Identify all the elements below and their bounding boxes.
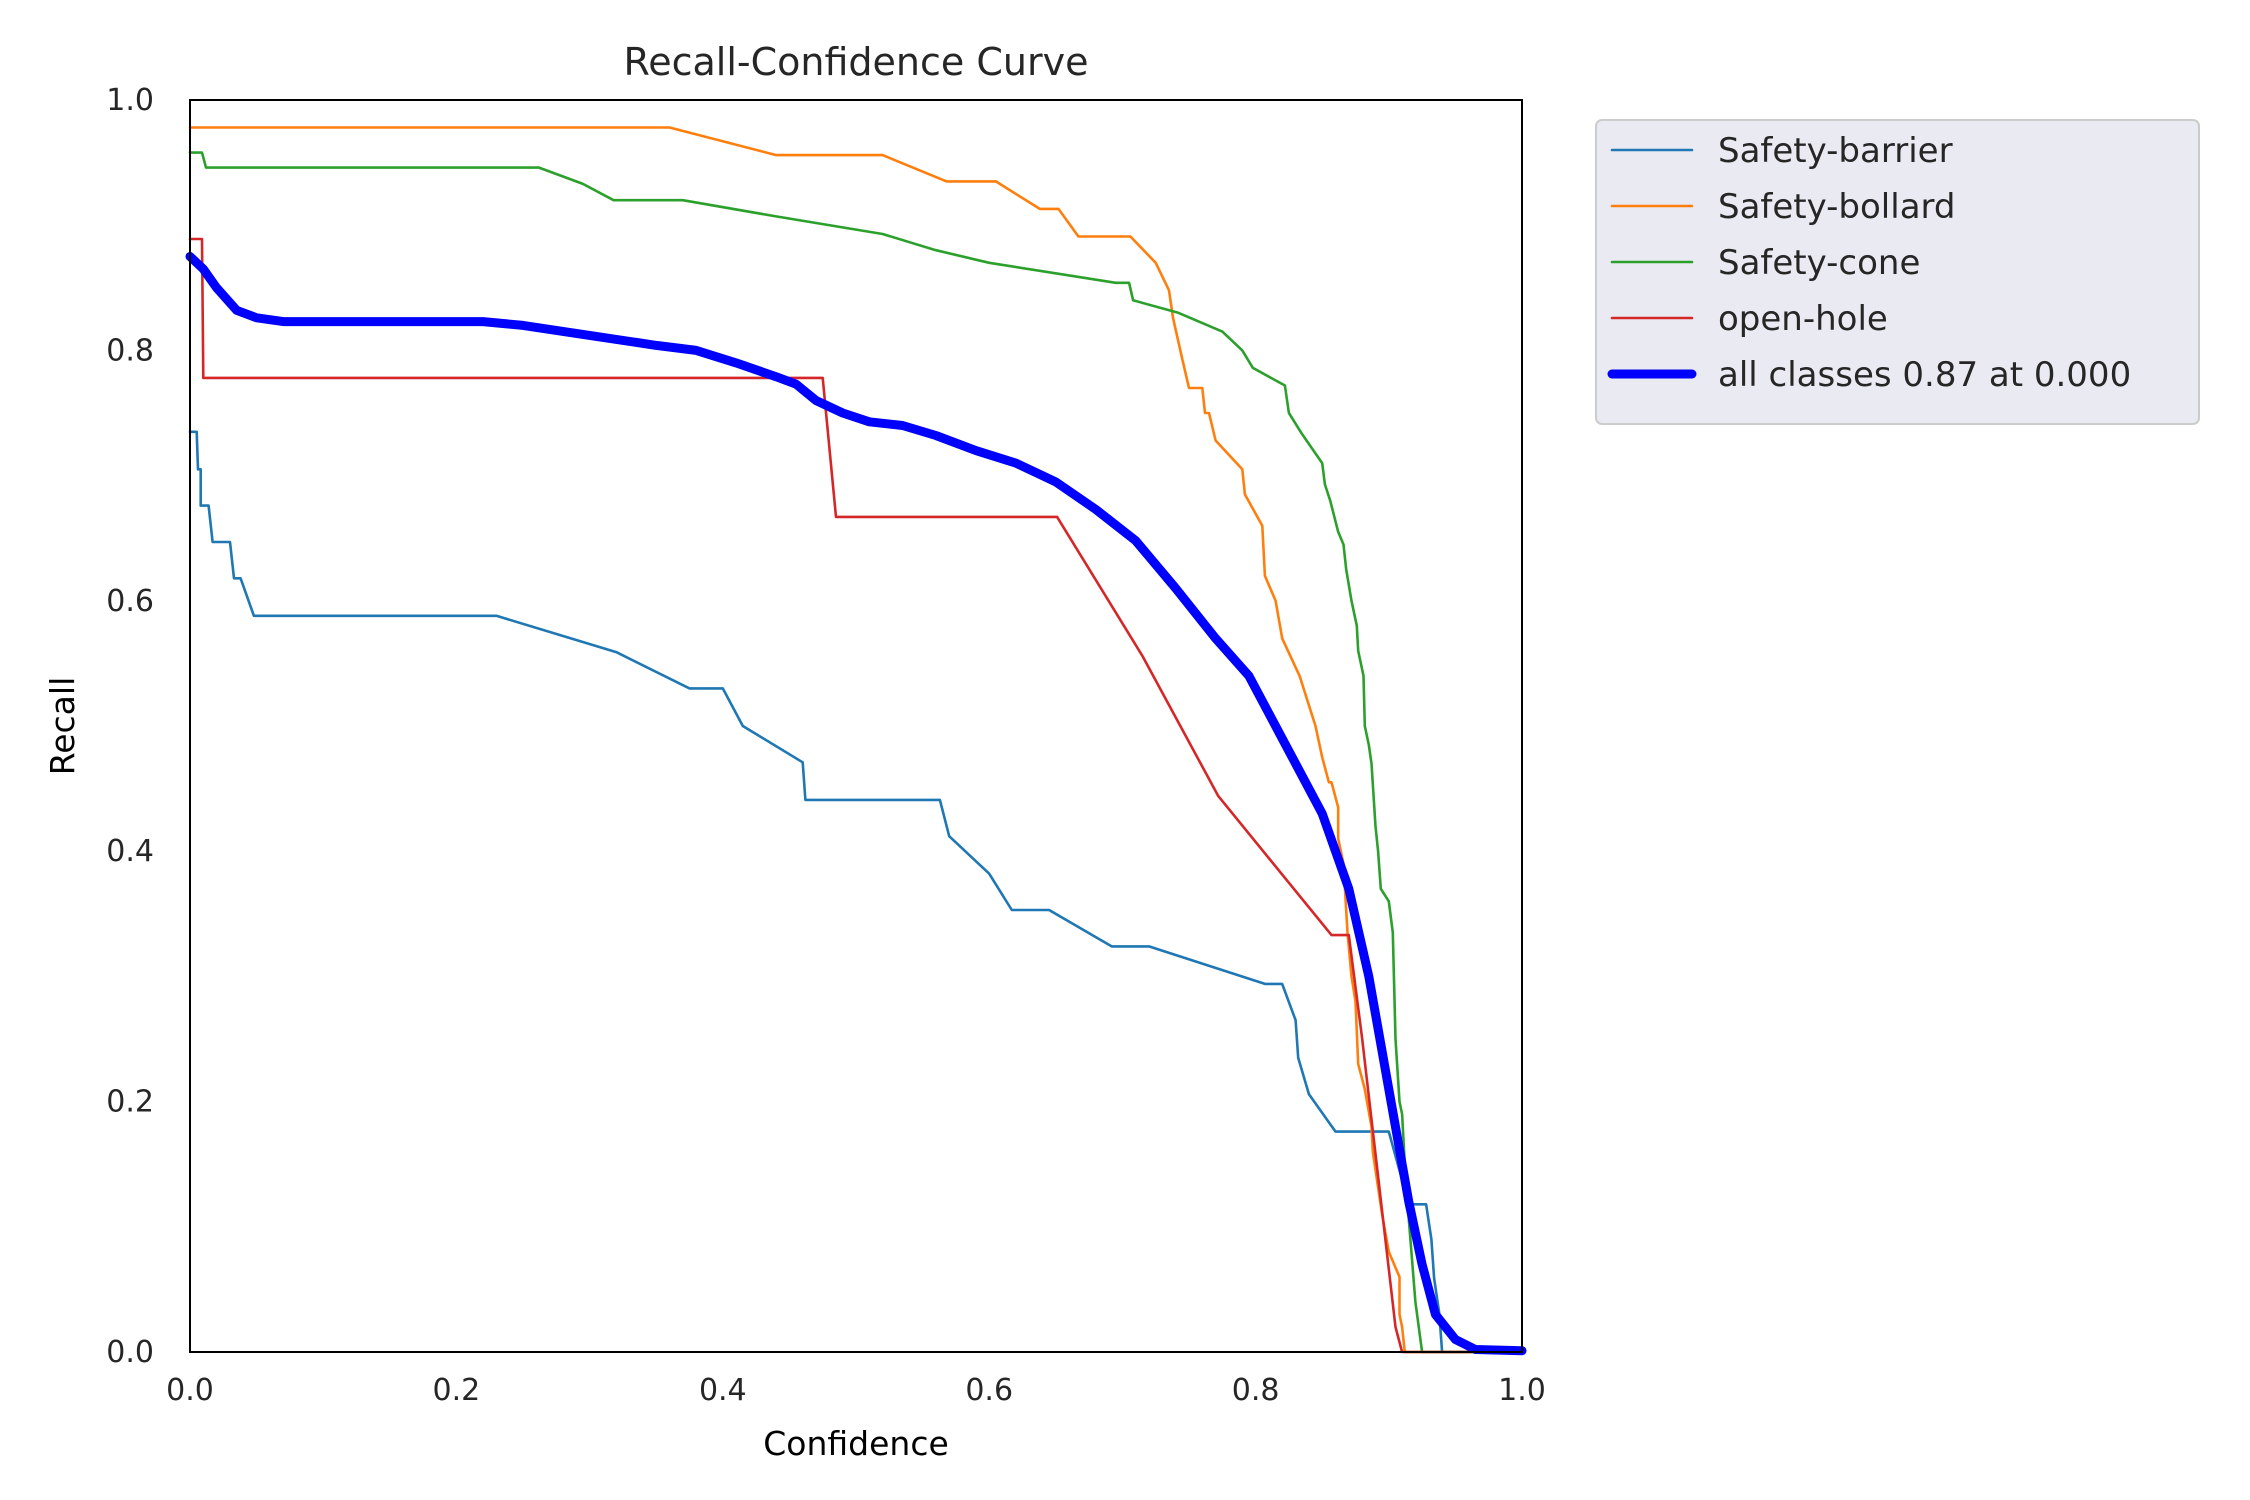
y-tick-label: 0.6 [106, 584, 154, 619]
series-line-4 [185, 252, 1527, 1356]
series-layer [185, 126, 1527, 1356]
y-tick-label: 0.4 [106, 834, 154, 869]
plot-area-frame [189, 99, 1523, 1353]
x-tick-label: 0.0 [166, 1373, 214, 1408]
series-line-1 [188, 126, 1524, 1354]
x-tick-label: 0.4 [699, 1373, 747, 1408]
y-tick-label: 0.8 [106, 333, 154, 368]
x-tick-label: 0.2 [433, 1373, 481, 1408]
series-line-2 [188, 151, 1524, 1354]
series-line-3 [188, 237, 1524, 1354]
x-tick-label: 0.6 [965, 1373, 1013, 1408]
x-tick-label: 0.8 [1232, 1373, 1280, 1408]
y-tick-label: 0.2 [106, 1085, 154, 1120]
legend-label-2: Safety-cone [1718, 243, 1920, 283]
legend-label-0: Safety-barrier [1718, 131, 1953, 171]
chart-title: Recall-Confidence Curve [624, 40, 1089, 84]
x-axis-label: Confidence [763, 1424, 949, 1463]
y-tick-label: 0.0 [106, 1335, 154, 1370]
y-tick-label: 1.0 [106, 83, 154, 118]
legend-label-1: Safety-bollard [1718, 187, 1956, 227]
x-tick-label: 1.0 [1498, 1373, 1546, 1408]
y-axis-label: Recall [43, 677, 82, 775]
legend-box [1595, 119, 2200, 425]
axis-ticks: 0.0 0.2 0.4 0.6 0.8 1.0 0.0 0.2 0.4 0.6 0.8 1.0 [106, 83, 1546, 1408]
legend-items: Safety-barrier Safety-bollard Safety-cone o… [1607, 131, 2131, 395]
legend: Safety-barrier Safety-bollard Safety-cone o… [1595, 119, 2200, 425]
legend-label-3: open-hole [1718, 299, 1888, 339]
legend-label-4: all classes 0.87 at 0.000 [1718, 355, 2131, 395]
